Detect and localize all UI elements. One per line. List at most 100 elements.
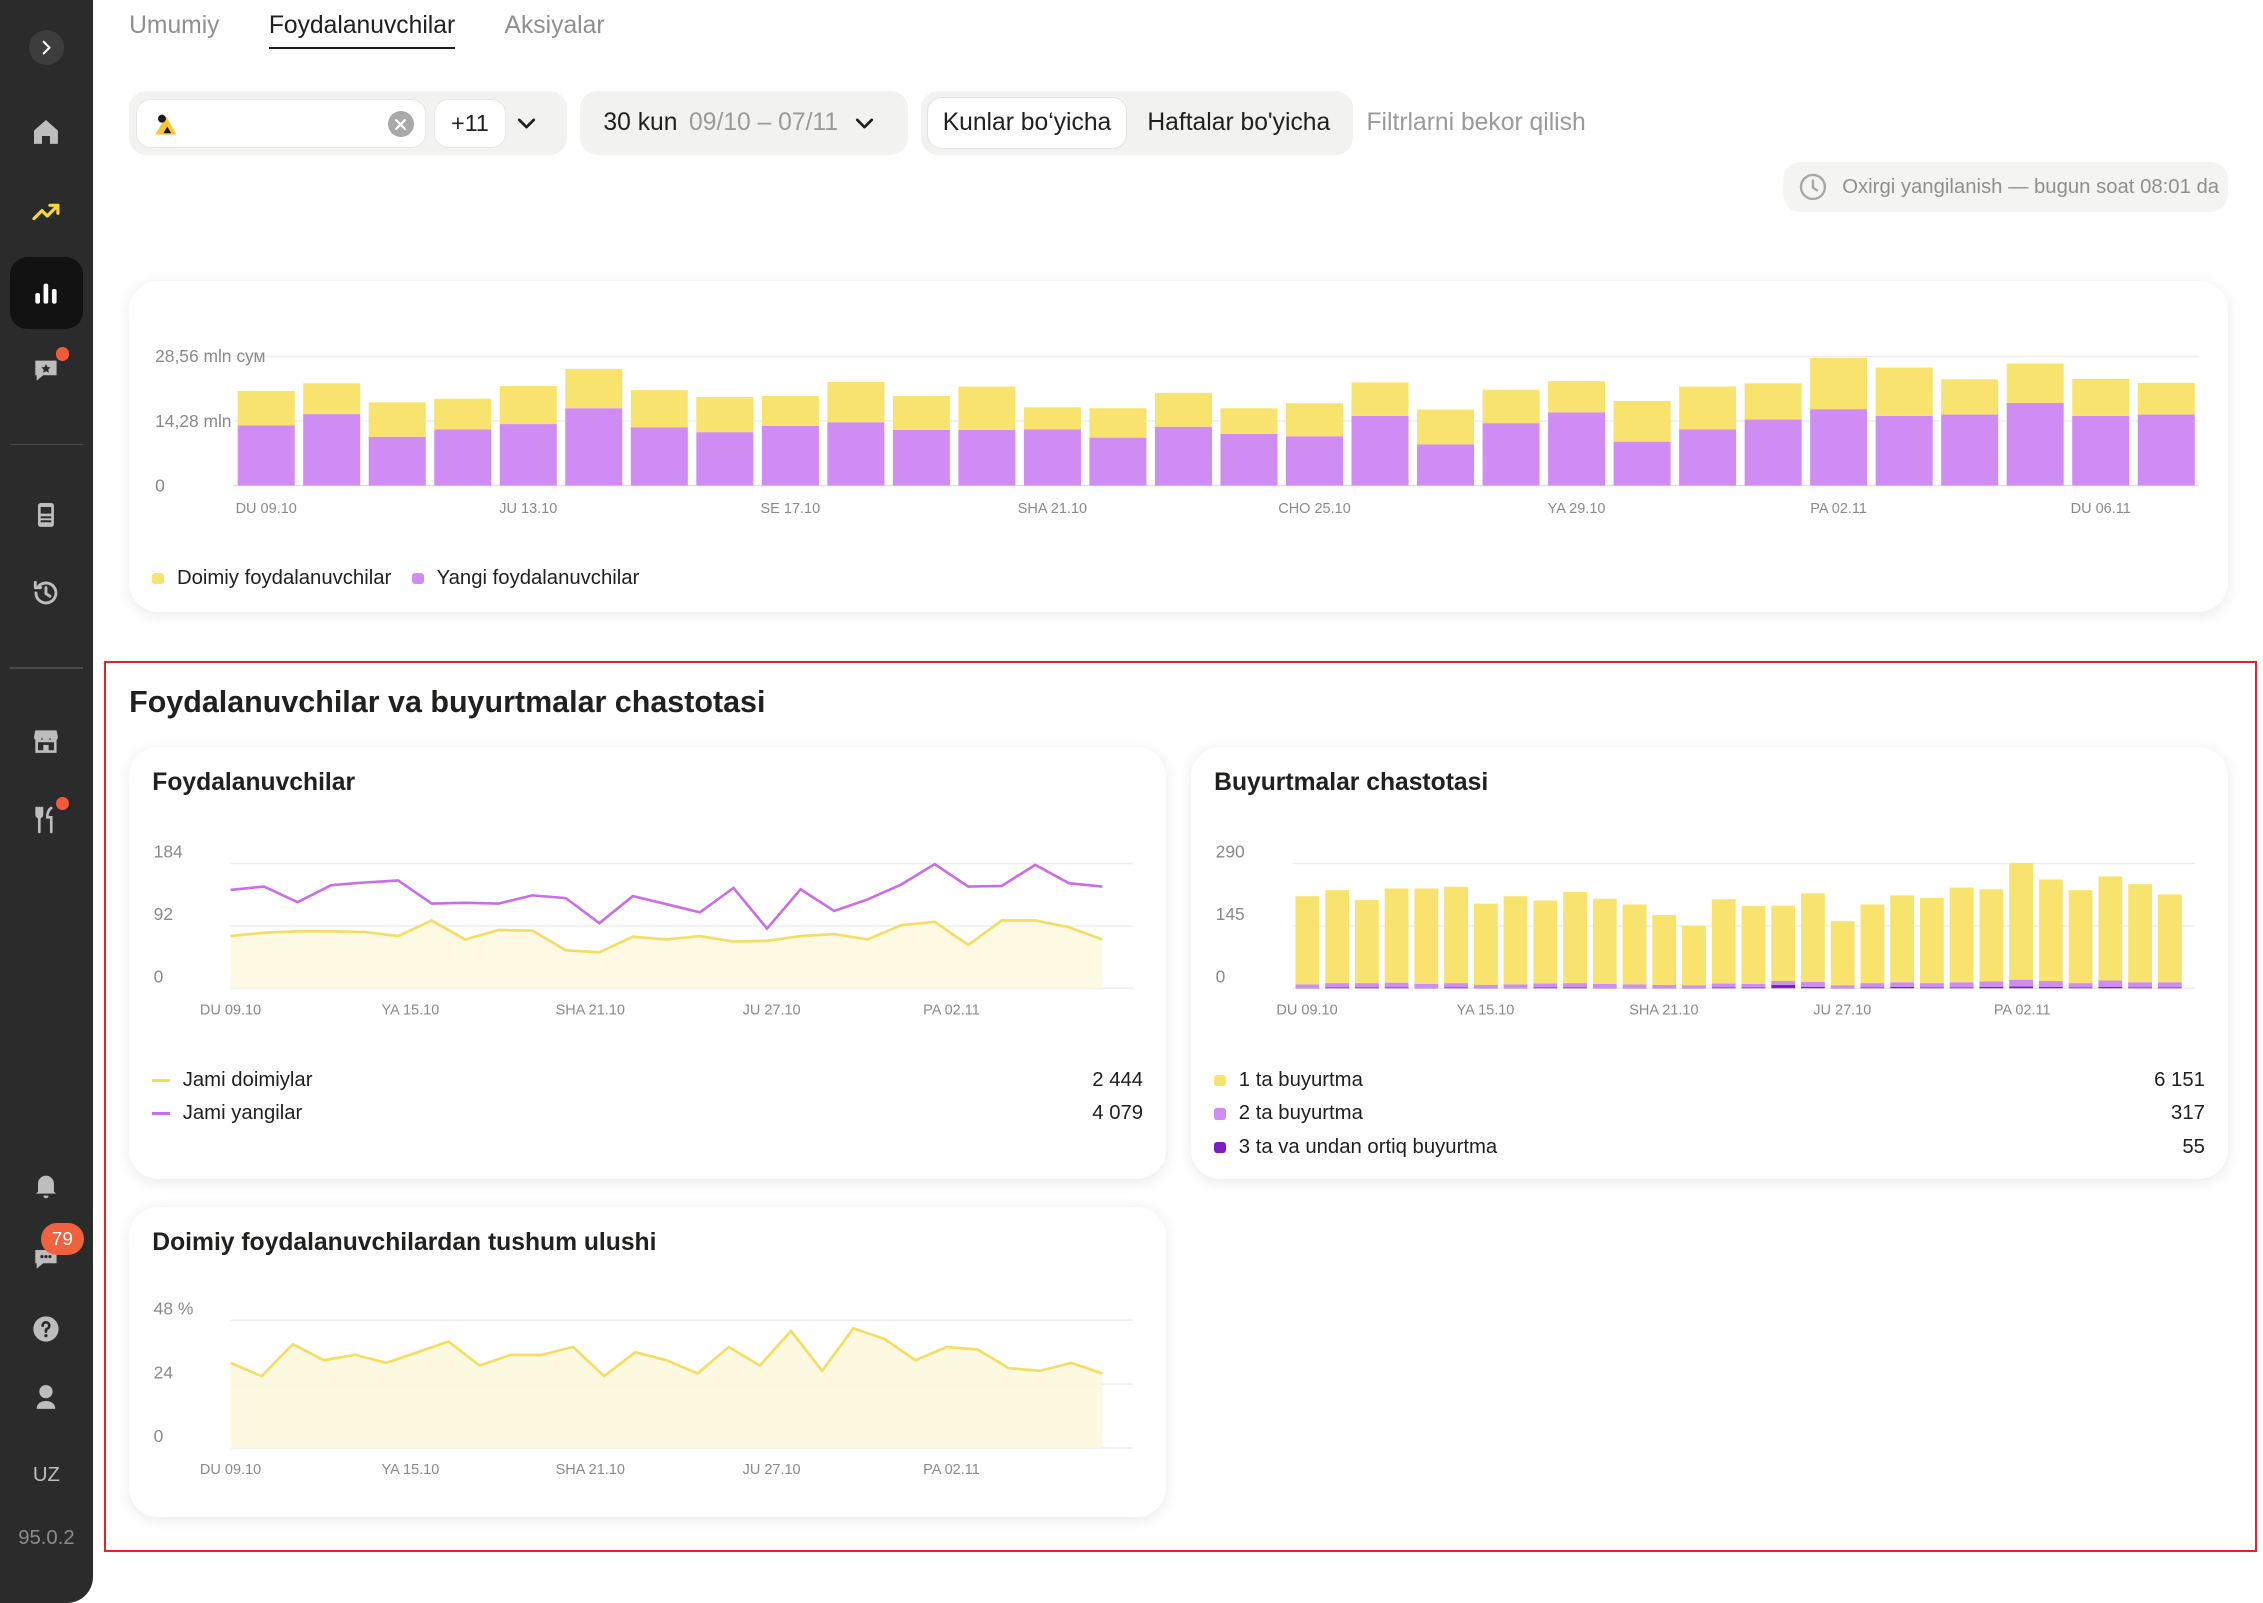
- bar-one-order: [1385, 888, 1409, 982]
- bar-one-order: [1771, 905, 1795, 980]
- tab-promotions[interactable]: Aksiyalar: [505, 12, 605, 49]
- sidebar-item-analytics[interactable]: [10, 257, 83, 330]
- sidebar-item-help[interactable]: [10, 1292, 83, 1365]
- period-select[interactable]: 30 kun 09/10 – 07/11: [580, 91, 908, 155]
- restaurant-select-input[interactable]: [136, 99, 426, 148]
- bar-one-order: [1444, 886, 1468, 982]
- legend-total-new[interactable]: Jami yangilar: [152, 1102, 302, 1125]
- y-tick-label: 145: [1216, 904, 1245, 924]
- bar-new-users: [1876, 416, 1933, 486]
- y-tick-label: 24: [154, 1362, 174, 1382]
- bar-three-plus-orders: [2158, 987, 2182, 988]
- y-tick-label: 0: [1216, 966, 1226, 986]
- legend-new-users[interactable]: Yangi foydalanuvchilar: [412, 567, 639, 590]
- bar-three-plus-orders: [2009, 986, 2033, 988]
- by-weeks-button[interactable]: Haftalar bo'yicha: [1133, 97, 1345, 149]
- bar-two-orders: [1682, 985, 1706, 988]
- y-tick-label: 290: [1216, 841, 1245, 861]
- bar-regular-users: [238, 391, 295, 425]
- bar-one-order: [1414, 888, 1438, 983]
- bar-regular-users: [2007, 364, 2064, 403]
- bar-two-orders: [2158, 982, 2182, 987]
- sidebar-item-trends[interactable]: [10, 176, 83, 249]
- y-tick-label: 92: [154, 904, 173, 924]
- bar-regular-users: [500, 386, 557, 424]
- bar-one-order: [1533, 900, 1557, 983]
- bar-new-users: [1352, 416, 1409, 486]
- bar-one-order: [1504, 896, 1528, 984]
- store-icon: [30, 725, 62, 757]
- bar-regular-users: [1155, 393, 1212, 427]
- bar-three-plus-orders: [1533, 987, 1557, 988]
- sidebar-item-reviews[interactable]: [10, 334, 83, 407]
- last-updated-text: Oxirgi yangilanish — bugun soat 08:01 da: [1842, 176, 2219, 199]
- bar-one-order: [1860, 904, 1884, 983]
- bar-two-orders: [1771, 981, 1795, 985]
- bar-new-users: [238, 426, 295, 486]
- sidebar-item-store[interactable]: [10, 705, 83, 778]
- legend-swatch: [152, 573, 164, 585]
- legend-three-plus-orders[interactable]: 3 ta va undan ortiq buyurtma: [1214, 1136, 1497, 1159]
- bar-two-orders: [1801, 981, 1825, 986]
- bar-new-users: [1548, 413, 1605, 486]
- bar-new-users: [2007, 403, 2064, 486]
- legend-one-order[interactable]: 1 ta buyurtma: [1214, 1069, 1363, 1092]
- bar-chart-icon: [30, 277, 62, 309]
- bar-one-order: [1652, 915, 1676, 985]
- legend-swatch: [1214, 1075, 1226, 1087]
- bar-regular-users: [959, 387, 1016, 430]
- bar-regular-users: [2072, 379, 2129, 416]
- sidebar-item-home[interactable]: [10, 96, 83, 169]
- more-restaurants-count[interactable]: +11: [434, 99, 507, 148]
- bar-one-order: [1623, 904, 1647, 984]
- bar-two-orders: [1414, 984, 1438, 988]
- legend-total-regulars[interactable]: Jami doimiylar: [152, 1069, 312, 1092]
- x-tick-label: SHA 21.10: [1018, 502, 1087, 518]
- y-tick-label: 184: [154, 841, 183, 861]
- expand-sidebar-button[interactable]: [10, 12, 83, 85]
- legend-label: Jami yangilar: [183, 1102, 303, 1125]
- legend-two-orders[interactable]: 2 ta buyurtma: [1214, 1102, 1363, 1125]
- bar-one-order: [2128, 884, 2152, 982]
- one-order-value: 6 151: [2154, 1069, 2205, 1092]
- bar-three-plus-orders: [2039, 987, 2063, 988]
- sidebar-item-notifications[interactable]: [10, 1149, 83, 1222]
- bar-two-orders: [1533, 983, 1557, 987]
- tab-overview[interactable]: Umumiy: [129, 12, 219, 49]
- bar-one-order: [1563, 891, 1587, 982]
- x-tick-label: YA 29.10: [1548, 502, 1606, 518]
- app-version: 95.0.2: [0, 1527, 93, 1550]
- bar-new-users: [696, 433, 753, 486]
- bar-new-users: [1417, 445, 1474, 486]
- tab-users[interactable]: Foydalanuvchilar: [269, 12, 455, 49]
- sidebar-divider: [10, 444, 83, 445]
- bar-three-plus-orders: [2098, 987, 2122, 988]
- language-switcher[interactable]: UZ: [0, 1464, 93, 1487]
- chevron-down-icon[interactable]: [512, 109, 541, 138]
- bar-new-users: [369, 437, 426, 486]
- bar-regular-users: [631, 391, 688, 428]
- bar-two-orders: [1831, 985, 1855, 988]
- bar-two-orders: [1652, 984, 1676, 987]
- clear-icon[interactable]: [388, 111, 414, 137]
- reset-filters-link[interactable]: Filtrlarni bekor qilish: [1366, 109, 1585, 137]
- by-days-button[interactable]: Kunlar bo‘yicha: [927, 97, 1127, 149]
- sidebar-item-history[interactable]: [10, 557, 83, 630]
- sidebar-item-menu[interactable]: [10, 783, 83, 856]
- legend-swatch: [152, 1112, 169, 1115]
- period-dates: 09/10 – 07/11: [689, 109, 838, 137]
- legend-regular-users[interactable]: Doimiy foydalanuvchilar: [152, 567, 391, 590]
- bar-regular-users: [1483, 390, 1540, 423]
- bar-three-plus-orders: [2128, 987, 2152, 988]
- sidebar-item-terminal[interactable]: [10, 479, 83, 552]
- bar-new-users: [303, 415, 360, 486]
- x-tick-label: DU 06.11: [2071, 502, 2131, 518]
- bar-one-order: [1950, 887, 1974, 982]
- bar-new-users: [2072, 416, 2129, 486]
- sidebar-item-profile[interactable]: [10, 1361, 83, 1434]
- chevron-down-icon: [850, 109, 879, 138]
- user-icon: [30, 1381, 62, 1413]
- revenue-share-card: Doimiy foydalanuvchilardan tushum ulushi…: [129, 1207, 1166, 1517]
